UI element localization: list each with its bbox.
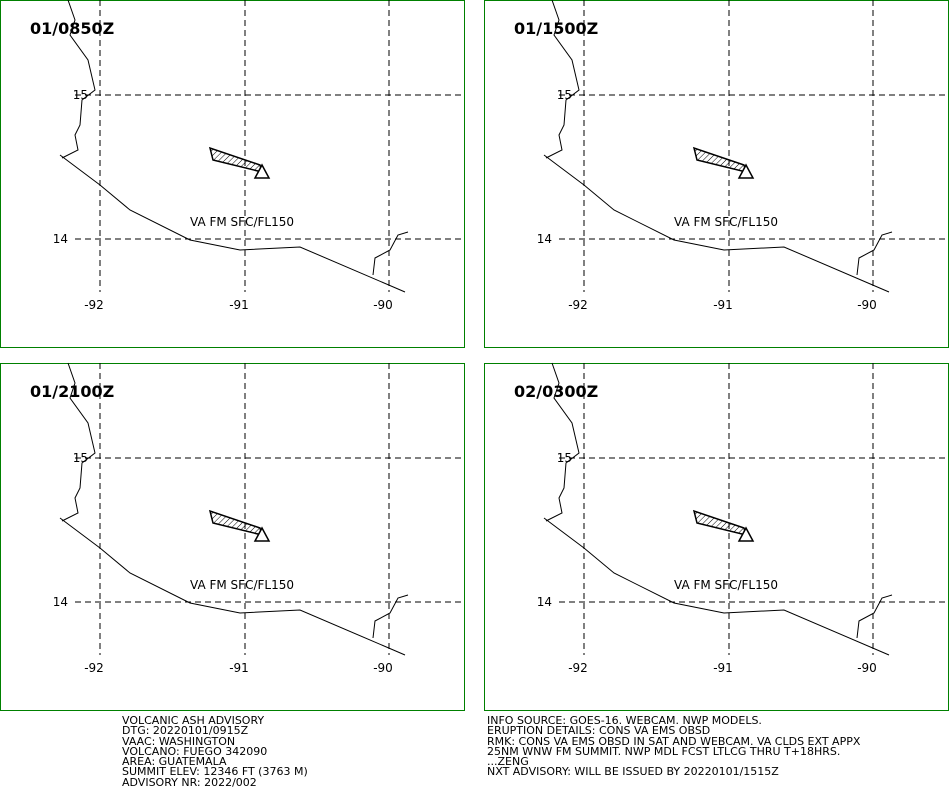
lon-label: -90: [857, 661, 877, 675]
panel-time: 02/0300Z: [514, 382, 598, 401]
map-panel: 01/2100Z VA FM SFC/FL150 15 14 -92 -91 -90: [0, 362, 465, 711]
coastline: [543, 517, 890, 656]
advisory-line: INFO SOURCE: GOES-16. WEBCAM. NWP MODELS…: [487, 714, 762, 727]
panel-time: 01/2100Z: [30, 382, 114, 401]
coastline: [372, 594, 409, 639]
coastline: [372, 231, 409, 276]
volcano: [737, 526, 755, 542]
layer-label: VA FM SFC/FL150: [190, 215, 294, 229]
advisory-line: RMK: CONS VA EMS OBSD IN SAT AND WEBCAM.…: [487, 734, 861, 748]
lat-label: 14: [53, 232, 68, 246]
advisory-line: DTG: 20220101/0915Z: [122, 724, 249, 738]
advisory-line: VOLCANO: FUEGO 342090: [122, 744, 268, 758]
lon-label: -92: [84, 661, 104, 675]
volcano: [737, 163, 755, 179]
lon-label: -92: [568, 298, 588, 312]
advisory-line: ERUPTION DETAILS: CONS VA EMS OBSD: [487, 724, 711, 738]
panel-border: [0, 363, 465, 711]
lon-label: -92: [568, 661, 588, 675]
lat-label: 14: [537, 595, 552, 609]
lon-label: -90: [857, 298, 877, 312]
advisory-right: INFO SOURCE: GOES-16. WEBCAM. NWP MODELS…: [487, 714, 861, 779]
lon-label: -90: [373, 298, 393, 312]
lon-label: -91: [713, 661, 733, 675]
map-panel: 01/0850Z VA FM SFC/FL150 15 14 -92 -91 -90: [0, 0, 465, 348]
advisory-line: VOLCANIC ASH ADVISORY: [122, 714, 265, 727]
volcano: [253, 163, 271, 179]
coastline: [545, 362, 580, 522]
lon-label: -90: [373, 661, 393, 675]
advisory-left: VOLCANIC ASH ADVISORY DTG: 20220101/0915Z…: [122, 714, 308, 789]
lat-label: 14: [537, 232, 552, 246]
coastline: [59, 154, 406, 293]
advisory-line: AREA: GUATEMALA: [122, 755, 227, 769]
volcano: [253, 526, 271, 542]
advisory-line: ...ZENG: [487, 755, 529, 769]
advisory-line: ADVISORY NR: 2022/002: [122, 775, 257, 789]
map-panel: 02/0300Z VA FM SFC/FL150 15 14 -92 -91 -90: [484, 362, 949, 711]
ash-area: [208, 146, 264, 174]
ash-area: [692, 509, 748, 537]
coastline: [856, 231, 893, 276]
lon-label: -91: [229, 661, 249, 675]
ash-area: [692, 146, 748, 174]
panel-border: [0, 0, 465, 348]
lat-label: 15: [73, 88, 88, 102]
lon-label: -91: [229, 298, 249, 312]
coastline: [545, 0, 580, 159]
lon-label: -92: [84, 298, 104, 312]
lat-label: 15: [73, 451, 88, 465]
lon-label: -91: [713, 298, 733, 312]
lat-label: 14: [53, 595, 68, 609]
layer-label: VA FM SFC/FL150: [674, 215, 778, 229]
lat-label: 15: [557, 88, 572, 102]
panel-border: [484, 0, 949, 348]
coastline: [856, 594, 893, 639]
ash-area: [208, 509, 264, 537]
map-panel: 01/1500Z VA FM SFC/FL150 15 14 -92 -91 -90: [484, 0, 949, 348]
panel-border: [484, 363, 949, 711]
panel-time: 01/0850Z: [30, 19, 114, 38]
layer-label: VA FM SFC/FL150: [674, 578, 778, 592]
coastline: [61, 0, 96, 159]
layer-label: VA FM SFC/FL150: [190, 578, 294, 592]
coastline: [61, 362, 96, 522]
lat-label: 15: [557, 451, 572, 465]
advisory-line: NXT ADVISORY: WILL BE ISSUED BY 20220101…: [487, 765, 779, 779]
coastline: [543, 154, 890, 293]
advisory-line: 25NM WNW FM SUMMIT. NWP MDL FCST LTLCG T…: [487, 744, 841, 758]
advisory-line: SUMMIT ELEV: 12346 FT (3763 M): [122, 765, 308, 779]
panel-time: 01/1500Z: [514, 19, 598, 38]
advisory-line: VAAC: WASHINGTON: [122, 734, 236, 748]
coastline: [59, 517, 406, 656]
